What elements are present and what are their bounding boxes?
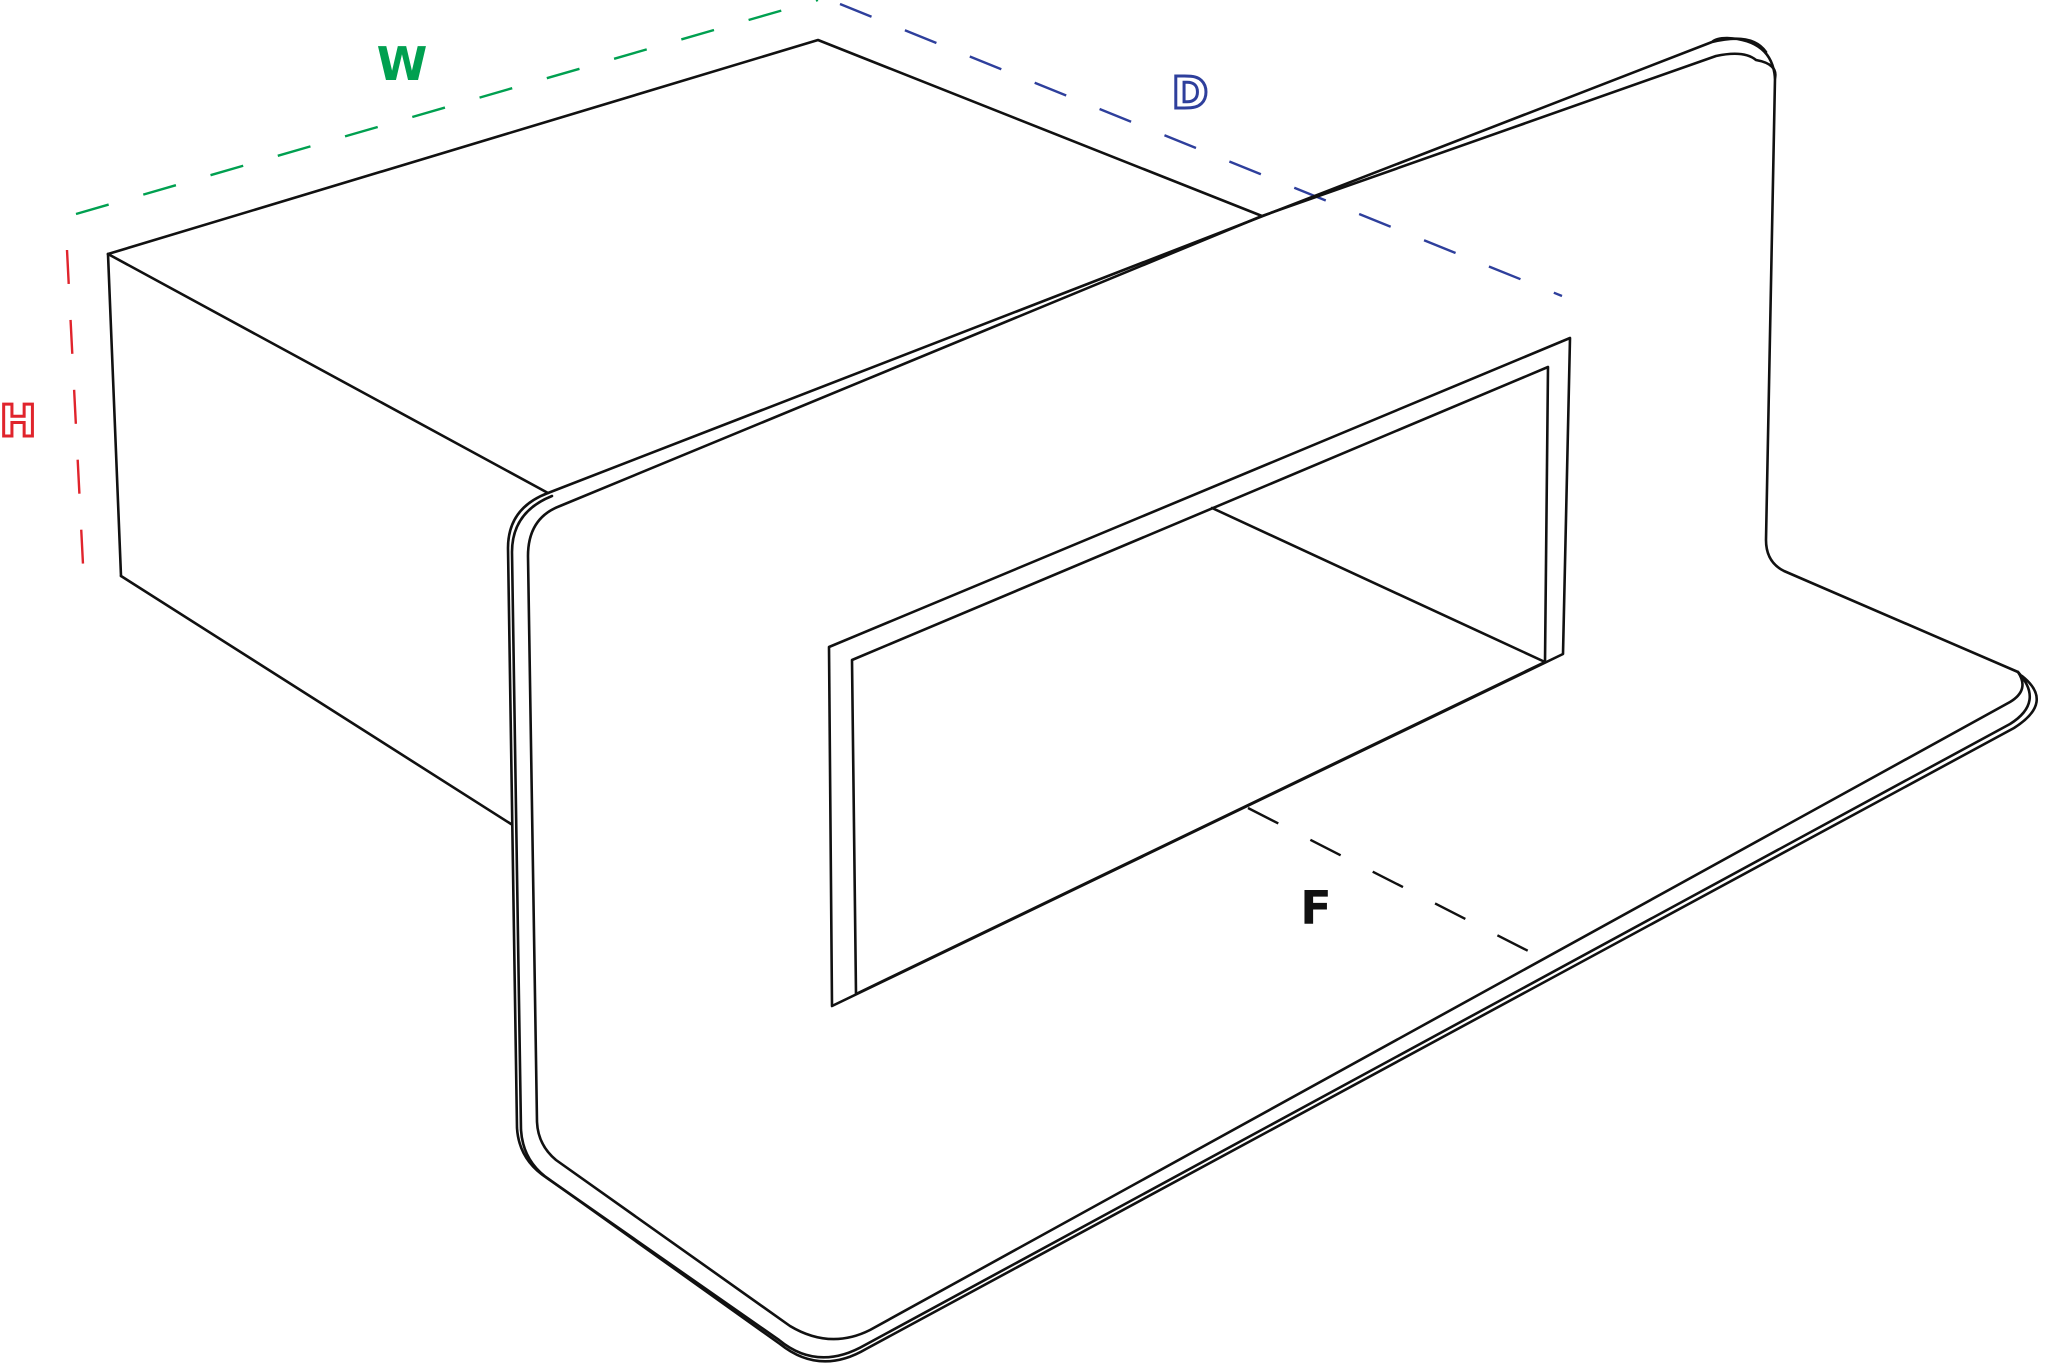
flange-label: F	[1300, 881, 1331, 935]
flange-dimension-line	[1247, 806, 1541, 959]
height-label: H	[0, 396, 36, 447]
width-label: W	[377, 37, 428, 91]
flange-plate	[506, 36, 2039, 1363]
duct-box-body	[106, 38, 1264, 826]
width-dimension-line	[75, 0, 819, 216]
depth-dimension-line	[839, 2, 1563, 298]
height-dimension-line	[65, 249, 86, 585]
duct-opening	[827, 336, 1572, 1008]
depth-label: D	[1172, 68, 1209, 119]
